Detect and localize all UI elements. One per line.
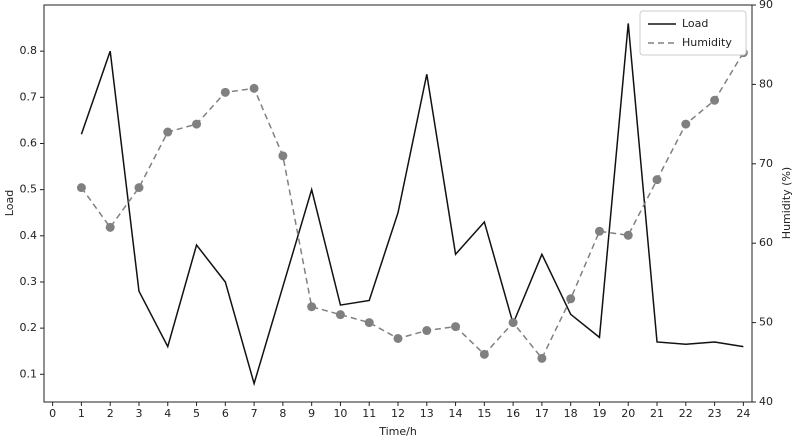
- series-marker: [364, 318, 374, 328]
- legend-label: Humidity: [682, 36, 732, 49]
- y-tick-label: 0.2: [20, 321, 38, 334]
- series-marker: [594, 226, 604, 236]
- x-tick-label: 12: [391, 407, 405, 420]
- x-tick-label: 14: [449, 407, 463, 420]
- legend-label: Load: [682, 17, 708, 30]
- x-tick-label: 1: [78, 407, 85, 420]
- series-marker: [278, 151, 288, 161]
- series-marker: [393, 333, 403, 343]
- x-tick-label: 2: [107, 407, 114, 420]
- series-line: [80, 52, 745, 360]
- y-tick-label: 0.6: [20, 136, 38, 149]
- x-tick-label: 16: [506, 407, 520, 420]
- series-marker: [307, 302, 317, 312]
- series-marker: [623, 230, 633, 240]
- x-tick-label: 8: [279, 407, 286, 420]
- x-tick-label: 3: [135, 407, 142, 420]
- series-marker: [681, 119, 691, 129]
- x-tick-label: 24: [736, 407, 750, 420]
- y-tick-label: 0.1: [20, 367, 38, 380]
- x-tick-label: 13: [420, 407, 434, 420]
- x-tick-label: 20: [621, 407, 635, 420]
- x-tick-label: 5: [193, 407, 200, 420]
- x-tick-label: 21: [650, 407, 664, 420]
- series-marker: [76, 183, 86, 193]
- y-axis-label: Load: [3, 190, 16, 216]
- series-marker: [105, 222, 115, 232]
- series-marker: [566, 294, 576, 304]
- x-tick-label: 18: [564, 407, 578, 420]
- x-tick-label: 9: [308, 407, 315, 420]
- x-tick-label: 17: [535, 407, 549, 420]
- series-marker: [479, 349, 489, 359]
- x-tick-label: 22: [679, 407, 693, 420]
- legend-box: [639, 10, 747, 56]
- series-marker: [220, 87, 230, 97]
- x-tick-label: 4: [164, 407, 171, 420]
- series-line: [80, 23, 744, 387]
- series-marker: [192, 119, 202, 129]
- x-axis-label: Time/h: [378, 425, 417, 438]
- x-tick-label: 11: [362, 407, 376, 420]
- series-marker: [652, 175, 662, 185]
- y2-tick-label: 50: [759, 316, 773, 329]
- x-tick-label: 7: [251, 407, 258, 420]
- y2-tick-label: 90: [759, 0, 773, 11]
- x-tick-label: 10: [333, 407, 347, 420]
- y-tick-label: 0.3: [20, 275, 38, 288]
- y2-tick-label: 70: [759, 157, 773, 170]
- series-marker: [163, 127, 173, 137]
- series-marker: [451, 322, 461, 332]
- x-tick-label: 0: [49, 407, 56, 420]
- x-tick-label: 15: [477, 407, 491, 420]
- y-tick-label: 0.5: [20, 183, 38, 196]
- series-marker: [710, 95, 720, 105]
- series-marker: [537, 353, 547, 363]
- y2-tick-label: 60: [759, 236, 773, 249]
- y-tick-label: 0.8: [20, 44, 38, 57]
- series-marker: [249, 83, 259, 93]
- y-tick-label: 0.4: [20, 229, 38, 242]
- y2-tick-label: 40: [759, 395, 773, 408]
- series-marker: [508, 318, 518, 328]
- series-marker: [422, 326, 432, 336]
- x-tick-label: 19: [592, 407, 606, 420]
- y-tick-label: 0.7: [20, 90, 38, 103]
- x-tick-label: 6: [222, 407, 229, 420]
- y2-axis-label: Humidity (%): [780, 167, 793, 239]
- y2-tick-label: 80: [759, 77, 773, 90]
- series-marker: [335, 310, 345, 320]
- series-marker: [134, 183, 144, 193]
- x-tick-label: 23: [708, 407, 722, 420]
